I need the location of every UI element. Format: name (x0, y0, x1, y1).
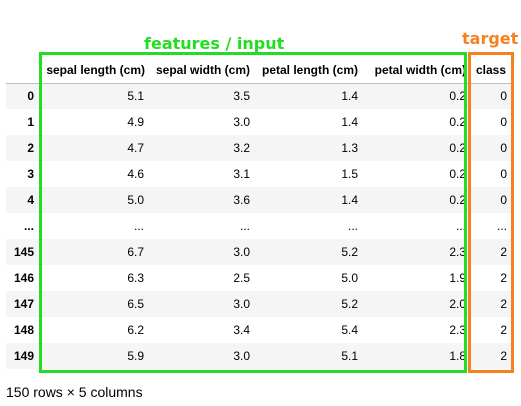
row-index: 3 (27, 167, 34, 181)
cell-sepal-length: 4.9 (127, 115, 144, 129)
row-index: ... (23, 219, 34, 233)
cell-sepal-width: 3.0 (233, 245, 250, 259)
target-label: target (462, 29, 519, 48)
table-row: 3 4.6 3.1 1.5 0.2 0 (6, 161, 514, 187)
row-index: 0 (27, 89, 34, 104)
cell-petal-length: ... (347, 219, 358, 233)
table-shape-summary: 150 rows × 5 columns (6, 384, 143, 400)
cell-sepal-length: 6.5 (127, 297, 144, 311)
table-row: 146 6.3 2.5 5.0 1.9 2 (6, 265, 514, 291)
cell-sepal-width: 3.1 (233, 167, 250, 181)
cell-petal-width: 0.2 (449, 89, 466, 104)
cell-class: 0 (500, 89, 507, 104)
cell-petal-width: 0.2 (449, 141, 466, 155)
row-index: 145 (13, 245, 34, 259)
table-row: 2 4.7 3.2 1.3 0.2 0 (6, 135, 514, 161)
cell-sepal-length: 6.7 (127, 245, 144, 259)
table-row: 148 6.2 3.4 5.4 2.3 2 (6, 317, 514, 343)
cell-class: 0 (500, 167, 507, 181)
cell-petal-length: 1.4 (341, 193, 358, 207)
cell-sepal-length: 6.2 (127, 323, 144, 337)
cell-petal-width: 0.2 (449, 115, 466, 129)
features-input-label: features / input (142, 34, 287, 54)
row-index: 149 (13, 349, 34, 363)
table-row: 1 4.9 3.0 1.4 0.2 0 (6, 109, 514, 135)
table-row: 4 5.0 3.6 1.4 0.2 0 (6, 187, 514, 213)
table-row: 149 5.9 3.0 5.1 1.8 2 (6, 343, 514, 369)
table-row: .................. (6, 213, 514, 239)
cell-class: 2 (500, 245, 507, 259)
cell-petal-width: 1.9 (449, 271, 466, 285)
row-index: 1 (27, 115, 34, 129)
cell-sepal-length: ... (133, 219, 144, 233)
column-header-petal-width: petal width (cm) (363, 57, 471, 84)
cell-petal-length: 5.0 (341, 271, 358, 285)
cell-petal-width: ... (455, 219, 466, 233)
cell-class: 2 (500, 297, 507, 311)
cell-class: 0 (500, 193, 507, 207)
cell-petal-length: 5.2 (341, 297, 358, 311)
dataframe-table: sepal length (cm) sepal width (cm) petal… (6, 57, 514, 369)
cell-sepal-length: 6.3 (127, 271, 144, 285)
cell-petal-length: 1.3 (341, 141, 358, 155)
index-header (6, 57, 38, 84)
cell-sepal-width: ... (239, 219, 250, 233)
cell-sepal-length: 5.0 (127, 193, 144, 207)
row-index: 148 (13, 323, 34, 337)
cell-petal-width: 2.3 (449, 323, 466, 337)
cell-sepal-width: 2.5 (233, 271, 250, 285)
cell-sepal-length: 4.7 (127, 141, 144, 155)
row-index: 4 (27, 193, 34, 207)
cell-petal-length: 1.4 (341, 115, 358, 129)
cell-sepal-width: 3.6 (233, 193, 250, 207)
cell-sepal-width: 3.5 (233, 89, 250, 104)
cell-petal-width: 2.3 (449, 245, 466, 259)
column-header-sepal-width: sepal width (cm) (149, 57, 255, 84)
cell-petal-width: 0.2 (449, 193, 466, 207)
cell-class: 0 (500, 141, 507, 155)
table-row: 147 6.5 3.0 5.2 2.0 2 (6, 291, 514, 317)
cell-petal-length: 5.2 (341, 245, 358, 259)
cell-sepal-width: 3.0 (233, 349, 250, 363)
cell-petal-width: 2.0 (449, 297, 466, 311)
cell-sepal-width: 3.2 (233, 141, 250, 155)
cell-class: 2 (500, 271, 507, 285)
cell-petal-length: 1.4 (341, 89, 358, 104)
cell-sepal-length: 5.1 (127, 89, 144, 104)
cell-class: 0 (500, 115, 507, 129)
table-header-row: sepal length (cm) sepal width (cm) petal… (6, 57, 514, 84)
cell-class: 2 (500, 323, 507, 337)
table-row: 0 5.1 3.5 1.4 0.2 0 (6, 83, 514, 109)
cell-petal-length: 1.5 (341, 167, 358, 181)
column-header-sepal-length: sepal length (cm) (38, 57, 149, 84)
cell-class: 2 (500, 349, 507, 363)
cell-sepal-length: 5.9 (127, 349, 144, 363)
cell-petal-length: 5.4 (341, 323, 358, 337)
cell-sepal-width: 3.4 (233, 323, 250, 337)
column-header-petal-length: petal length (cm) (255, 57, 363, 84)
cell-petal-width: 0.2 (449, 167, 466, 181)
cell-sepal-width: 3.0 (233, 297, 250, 311)
cell-petal-length: 5.1 (341, 349, 358, 363)
column-header-class: class (471, 57, 514, 84)
row-index: 147 (13, 297, 34, 311)
row-index: 2 (27, 141, 34, 155)
cell-sepal-width: 3.0 (233, 115, 250, 129)
cell-class: ... (496, 219, 507, 233)
table-row: 145 6.7 3.0 5.2 2.3 2 (6, 239, 514, 265)
table-body: 0 5.1 3.5 1.4 0.2 0 1 4.9 3.0 1.4 0.2 0 2 4.7 3.2 1.3 0.… (6, 83, 514, 369)
row-index: 146 (13, 271, 34, 285)
cell-sepal-length: 4.6 (127, 167, 144, 181)
cell-petal-width: 1.8 (449, 349, 466, 363)
